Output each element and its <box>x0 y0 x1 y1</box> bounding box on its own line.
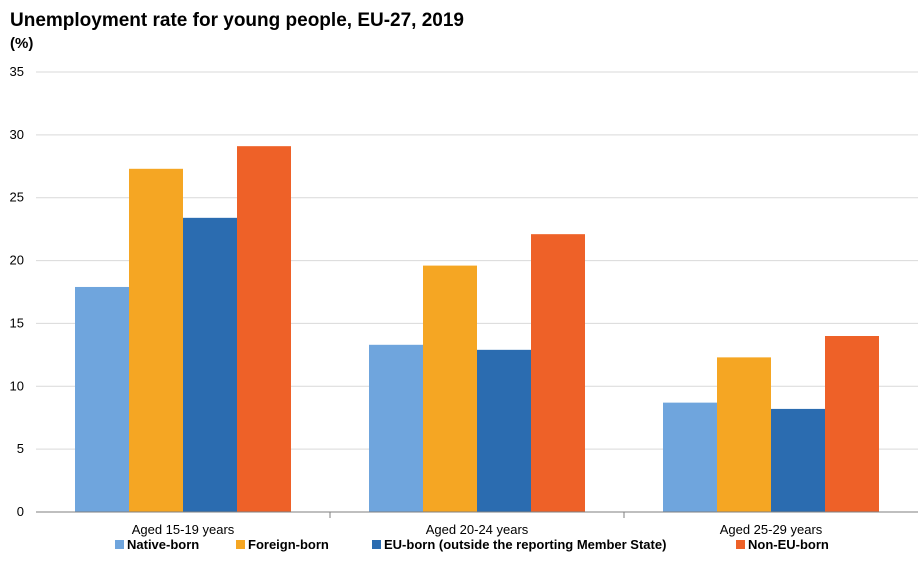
y-tick-label: 5 <box>17 441 24 456</box>
bar-1-2 <box>477 349 531 512</box>
x-category-label: Aged 20-24 years <box>426 522 529 537</box>
legend-label-0: Native-born <box>127 537 199 552</box>
legend-label-1: Foreign-born <box>248 537 329 552</box>
y-tick-label: 20 <box>10 253 24 268</box>
x-category-label: Aged 15-19 years <box>132 522 235 537</box>
y-tick-label: 35 <box>10 64 24 79</box>
legend-swatch-2 <box>372 540 381 549</box>
y-axis-unit-label: (%) <box>10 35 33 52</box>
legend: Native-born Foreign-born EU-born (outside … <box>115 537 829 552</box>
bar-1-1 <box>423 265 477 512</box>
bar-2-1 <box>717 357 771 512</box>
bar-0-2 <box>183 217 237 513</box>
bars <box>75 146 879 513</box>
bar-2-3 <box>825 336 879 512</box>
bar-1-3 <box>531 234 585 512</box>
legend-swatch-3 <box>736 540 745 549</box>
bar-2-0 <box>663 402 717 512</box>
bar-2-2 <box>771 408 825 512</box>
x-axis-categories: Aged 15-19 years Aged 20-24 years Aged 25-… <box>132 512 823 537</box>
y-tick-label: 0 <box>17 504 24 519</box>
legend-swatch-1 <box>236 540 245 549</box>
bar-0-0 <box>75 286 129 512</box>
chart-title: Unemployment rate for young people, EU-2… <box>10 10 464 31</box>
y-tick-label: 30 <box>10 127 24 142</box>
bar-1-0 <box>369 344 423 512</box>
x-category-label: Aged 25-29 years <box>720 522 823 537</box>
legend-label-3: Non-EU-born <box>748 537 829 552</box>
legend-label-2: EU-born (outside the reporting Member St… <box>384 537 666 552</box>
bar-0-1 <box>129 168 183 513</box>
y-tick-label: 25 <box>10 190 24 205</box>
bar-0-3 <box>237 146 291 512</box>
y-axis-ticks: 0 5 10 15 20 25 30 35 <box>10 64 24 519</box>
y-tick-label: 10 <box>10 378 24 393</box>
y-tick-label: 15 <box>10 315 24 330</box>
legend-swatch-0 <box>115 540 124 549</box>
